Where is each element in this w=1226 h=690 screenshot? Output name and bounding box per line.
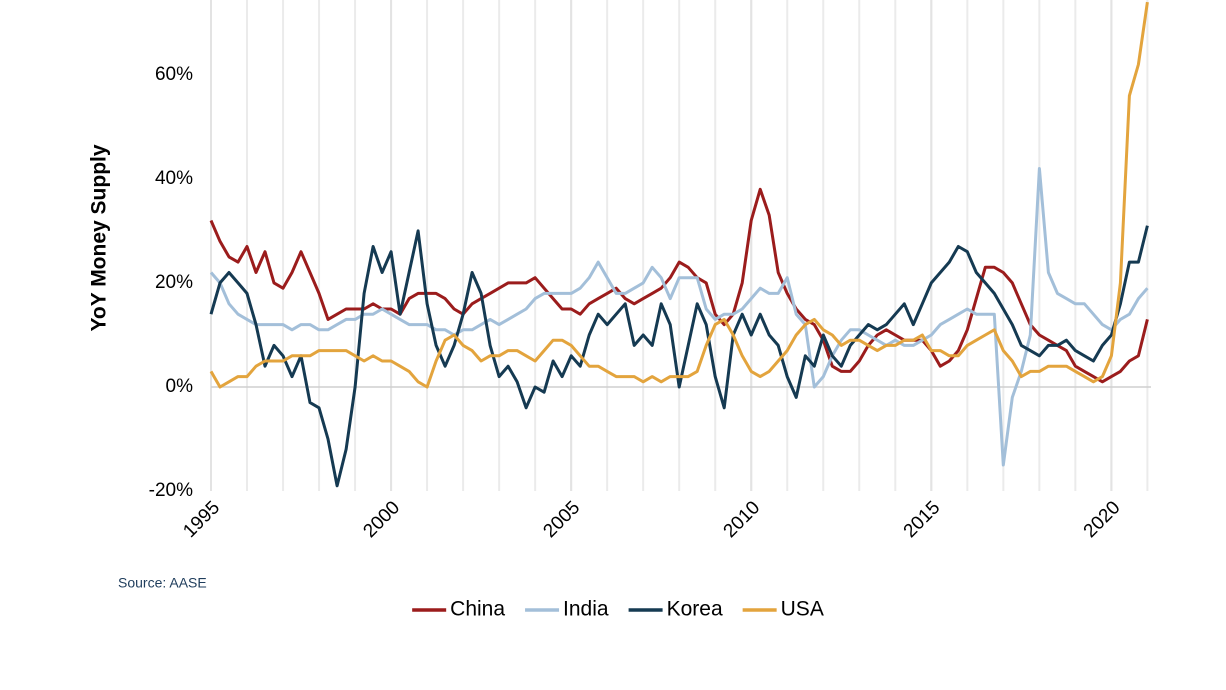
y-tick-label: 20% bbox=[155, 272, 193, 293]
series-line bbox=[209, 225, 1149, 488]
plot-lines bbox=[209, 1, 1149, 488]
y-axis-label: YoY Money Supply bbox=[88, 144, 111, 331]
x-tick-label: 2020 bbox=[1080, 497, 1125, 542]
y-tick-label: 0% bbox=[166, 376, 194, 397]
y-tick-label: 40% bbox=[155, 168, 193, 189]
x-tick-label: 2015 bbox=[900, 497, 945, 542]
source-note: Source: AASE bbox=[118, 575, 207, 591]
x-tick-label: 2000 bbox=[359, 497, 404, 542]
legend-label: India bbox=[563, 598, 609, 621]
y-tick-label: 60% bbox=[155, 64, 193, 85]
legend-label: Korea bbox=[667, 598, 723, 621]
legend-label: USA bbox=[781, 598, 824, 621]
series-line bbox=[209, 167, 1149, 467]
series-line bbox=[209, 1, 1149, 389]
series-line bbox=[209, 187, 1149, 384]
x-tick-label: 2005 bbox=[539, 497, 584, 542]
y-tick-label: -20% bbox=[149, 480, 193, 501]
x-tick-label: 1995 bbox=[179, 497, 224, 542]
legend-label: China bbox=[450, 598, 505, 621]
x-tick-label: 2010 bbox=[720, 497, 765, 542]
